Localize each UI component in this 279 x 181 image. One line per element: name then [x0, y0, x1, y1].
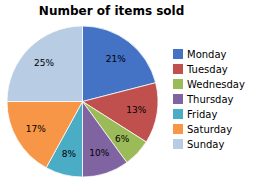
- legend-swatch: [173, 64, 183, 74]
- data-label: 17%: [26, 124, 46, 134]
- legend-label: Wednesday: [187, 79, 245, 90]
- data-label: 6%: [115, 134, 130, 144]
- pie: [7, 26, 158, 177]
- legend-item: Wednesday: [173, 79, 245, 90]
- data-label: 8%: [62, 149, 77, 159]
- legend-item: Monday: [173, 49, 227, 60]
- legend-item: Friday: [173, 109, 217, 120]
- legend-item: Saturday: [173, 124, 232, 135]
- legend-item: Sunday: [173, 139, 224, 150]
- data-label: 10%: [89, 148, 109, 158]
- data-label: 25%: [34, 58, 54, 68]
- slice: [7, 26, 83, 102]
- legend-item: Thursday: [173, 94, 234, 105]
- data-label: 13%: [126, 105, 146, 115]
- legend-label: Friday: [187, 109, 217, 120]
- legend-label: Saturday: [187, 124, 232, 135]
- legend-swatch: [173, 94, 183, 104]
- legend-swatch: [173, 79, 183, 89]
- data-label: 21%: [106, 54, 126, 64]
- legend-item: Tuesday: [173, 64, 228, 75]
- legend-label: Monday: [187, 49, 227, 60]
- chart: Number of items sold 21% 13% 6% 10% 8% 17% 25% M…: [0, 0, 279, 181]
- legend-swatch: [173, 109, 183, 119]
- legend-label: Thursday: [186, 94, 234, 105]
- slice: [7, 102, 83, 168]
- legend: Monday Tuesday Wednesday Thursday Friday Satu…: [173, 49, 245, 150]
- legend-swatch: [173, 139, 183, 149]
- legend-label: Sunday: [187, 139, 224, 150]
- title: Number of items sold: [39, 4, 184, 18]
- legend-swatch: [173, 49, 183, 59]
- legend-label: Tuesday: [186, 64, 228, 75]
- data-labels: 21% 13% 6% 10% 8% 17% 25%: [26, 54, 147, 160]
- legend-swatch: [173, 124, 183, 134]
